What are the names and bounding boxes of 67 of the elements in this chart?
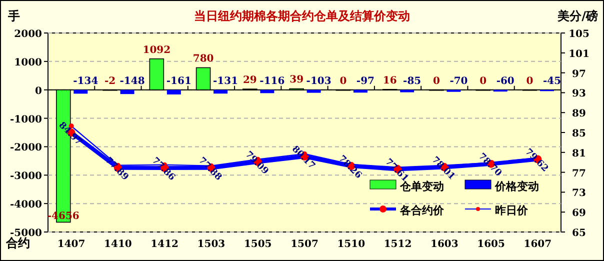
y-tick-label: 1000	[14, 57, 42, 68]
data-label: -148	[120, 76, 145, 87]
x-tick-label: 1503	[197, 239, 226, 250]
data-label: -2	[104, 76, 116, 87]
data-label: 0	[340, 76, 347, 87]
x-tick-label: 1603	[430, 239, 458, 250]
data-label: -4656	[47, 211, 80, 222]
data-label: 1092	[142, 44, 171, 56]
legend-label: 价格变动	[494, 180, 539, 193]
data-label: -116	[260, 76, 285, 87]
y-tick-label: 0	[35, 86, 42, 97]
bar	[214, 90, 228, 94]
bar	[353, 90, 368, 93]
x-tick-label: 1605	[477, 239, 505, 250]
y2-tick-label: 105	[568, 29, 590, 40]
y-axis-title: 手	[7, 9, 20, 23]
data-label: 29	[242, 75, 257, 86]
y2-tick-label: 93	[572, 88, 586, 100]
y-tick-label: -3000	[10, 171, 42, 182]
bar	[120, 90, 134, 94]
data-label: -131	[213, 76, 238, 87]
data-label: 780	[192, 54, 214, 65]
y2-tick-label: 97	[572, 68, 586, 80]
data-label: -70	[450, 76, 468, 87]
bar	[306, 90, 321, 93]
y2-tick-label: 65	[572, 228, 586, 239]
x-tick-label: 1410	[104, 239, 132, 250]
y2-tick-label: 69	[572, 208, 586, 220]
data-label: -103	[306, 76, 332, 87]
data-label: -134	[73, 76, 98, 87]
y2-tick-label: 85	[572, 128, 586, 140]
x-tick-label: 1507	[290, 239, 318, 250]
y2-tick-label: 101	[568, 48, 590, 60]
y2-tick-label: 73	[572, 188, 586, 200]
y2-axis-title: 美分/磅	[556, 9, 598, 23]
data-label: 0	[432, 76, 440, 87]
legend-label: 昨日价	[495, 204, 529, 217]
chart-title: 当日纽约期棉各期合约仓单及结算价变动	[194, 9, 410, 23]
x-tick-label: 1607	[524, 239, 552, 250]
y2-tick-label: 81	[572, 148, 586, 160]
data-label: 39	[290, 74, 304, 86]
bar	[260, 90, 274, 94]
x-tick-label: 1505	[244, 239, 272, 250]
data-label: -161	[166, 76, 192, 87]
data-label: 16	[382, 75, 397, 86]
y-tick-label: -1000	[10, 114, 42, 126]
data-label: -97	[356, 76, 375, 87]
y-tick-label: -2000	[10, 142, 42, 154]
legend-label: 仓单变动	[399, 180, 444, 193]
x-tick-label: 1412	[150, 239, 179, 250]
data-label: -60	[496, 76, 514, 87]
x-axis-title: 合约	[5, 236, 30, 250]
y2-tick-label: 89	[572, 108, 586, 120]
y2-tick-label: 77	[572, 168, 586, 180]
y-tick-label: -4000	[10, 200, 42, 211]
data-label: -85	[403, 76, 422, 87]
x-tick-label: 1512	[384, 239, 412, 250]
x-tick-label: 1407	[57, 239, 86, 250]
data-label: -45	[542, 76, 562, 87]
bar	[400, 90, 414, 92]
data-label: 0	[526, 76, 534, 87]
y-tick-label: 2000	[14, 29, 42, 40]
bar	[166, 90, 181, 94]
x-tick-label: 1510	[337, 239, 366, 250]
data-label: 0	[480, 76, 487, 87]
bar	[74, 90, 88, 94]
legend-label: 各合约价	[399, 204, 445, 217]
